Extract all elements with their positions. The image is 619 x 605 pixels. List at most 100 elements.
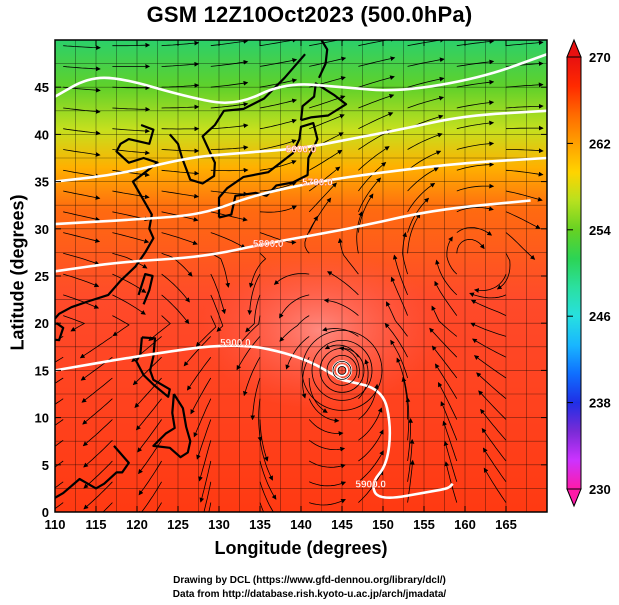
coastline	[168, 53, 306, 185]
colorbar-bottom-triangle	[566, 488, 582, 508]
streamline	[112, 128, 150, 134]
streamline	[198, 440, 212, 482]
streamline	[505, 232, 536, 260]
coastline	[299, 82, 348, 122]
streamline	[309, 460, 346, 469]
streamline	[190, 377, 212, 415]
streamline	[112, 42, 151, 48]
streamline	[309, 56, 347, 67]
streamline	[456, 227, 493, 236]
streamline	[505, 40, 544, 47]
streamline	[63, 252, 100, 266]
streamline	[456, 162, 495, 171]
streamline	[247, 273, 261, 316]
streamline	[358, 470, 384, 503]
streamline	[79, 336, 113, 359]
streamline	[323, 298, 359, 316]
streamline	[505, 125, 544, 131]
streamline	[407, 438, 415, 482]
streamline	[429, 327, 458, 358]
streamline	[138, 481, 162, 512]
streamline	[431, 305, 458, 337]
streamline	[327, 271, 359, 296]
streamline	[472, 338, 507, 358]
streamline	[55, 502, 64, 510]
streamline	[243, 357, 261, 397]
streamline	[135, 398, 162, 431]
x-tick-label: 130	[208, 517, 230, 532]
streamline	[402, 232, 408, 275]
streamline	[112, 149, 150, 156]
streamline	[358, 407, 383, 441]
streamline	[259, 118, 297, 130]
streamline	[339, 346, 360, 379]
streamline	[161, 83, 200, 88]
streamline	[337, 238, 359, 275]
y-tick-label: 35	[35, 175, 49, 190]
streamline	[55, 419, 64, 426]
y-tick-label: 30	[35, 222, 49, 237]
streamline	[309, 499, 346, 506]
colorbar-label: 262	[589, 136, 611, 151]
streamline	[55, 398, 64, 405]
streamline	[259, 98, 297, 109]
streamline	[308, 419, 344, 436]
streamline	[392, 254, 408, 296]
streamline	[210, 59, 249, 67]
x-tick-label: 120	[126, 517, 148, 532]
streamline	[407, 57, 445, 67]
streamline	[249, 253, 267, 288]
streamline	[161, 104, 200, 110]
streamline	[63, 190, 101, 200]
streamline	[63, 128, 101, 136]
streamline	[155, 502, 162, 512]
streamline	[322, 326, 359, 337]
colorbar-label: 238	[589, 396, 611, 411]
streamline	[474, 273, 507, 293]
x-tick-label: 115	[86, 517, 107, 532]
streamline	[245, 294, 261, 333]
streamline	[407, 213, 421, 254]
streamline	[308, 166, 341, 192]
streamline	[137, 419, 162, 453]
streamline	[259, 502, 264, 512]
streamline	[456, 238, 485, 254]
streamline	[273, 273, 310, 285]
streamline	[112, 252, 148, 269]
contour-label: 5800.0	[253, 239, 284, 250]
streamline	[358, 146, 390, 171]
streamline	[456, 206, 494, 213]
streamline	[470, 322, 507, 337]
y-tick-label: 20	[35, 316, 49, 331]
streamline	[112, 232, 150, 244]
streamline	[358, 450, 384, 483]
height-contour	[55, 199, 531, 273]
streamline	[505, 190, 543, 202]
streamline	[358, 161, 387, 192]
streamline	[386, 301, 408, 337]
x-tick-label: 140	[290, 517, 312, 532]
streamline	[279, 315, 310, 342]
x-tick-label: 160	[454, 517, 476, 532]
coastline	[55, 322, 65, 342]
streamline	[55, 356, 64, 363]
streamline	[456, 59, 495, 67]
streamline	[112, 315, 130, 337]
streamline	[407, 182, 436, 213]
contour-label: 5900.0	[355, 480, 386, 491]
colorbar-bar	[566, 56, 582, 490]
streamline	[259, 481, 274, 512]
streamline	[483, 467, 507, 503]
y-tick-label: 0	[42, 505, 49, 520]
streamline	[112, 190, 150, 200]
height-contour	[55, 52, 547, 105]
streamline	[407, 132, 443, 150]
height-contours: 5900.0 5900.0 5800.0 5700.0 5600.0	[55, 52, 547, 499]
streamline	[356, 211, 363, 254]
contour-label: 5700.0	[302, 178, 333, 189]
streamline	[210, 80, 249, 88]
streamline	[112, 106, 151, 112]
streamline	[308, 182, 337, 213]
streamline	[161, 294, 190, 325]
streamline	[63, 149, 101, 157]
